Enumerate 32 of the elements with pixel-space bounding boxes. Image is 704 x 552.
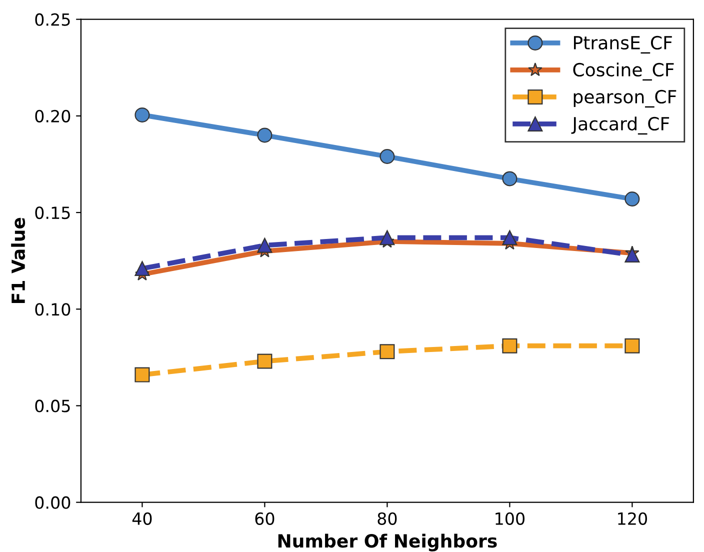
y-tick-label: 0.15: [35, 206, 70, 220]
legend-label: Jaccard_CF: [571, 116, 670, 135]
point: [380, 230, 395, 246]
point: [134, 367, 150, 382]
point: [502, 171, 518, 186]
legend-label: pearson_CF: [574, 90, 676, 108]
point: [380, 344, 395, 360]
y-tick-label: 0.00: [35, 496, 70, 509]
y-tick-label: 0.20: [35, 110, 70, 122]
point: [502, 230, 518, 246]
y-axis-title: F1 Value: [11, 218, 26, 303]
y-tick-label: 0.05: [35, 400, 70, 412]
x-tick-label: 120: [618, 512, 647, 525]
x-tick-label: 80: [378, 512, 397, 525]
point: [257, 354, 272, 369]
point: [257, 128, 272, 143]
x-axis-title: Number Of Neighbors: [278, 534, 497, 552]
y-tick-label: 0.25: [35, 13, 70, 26]
point: [502, 338, 518, 354]
point: [257, 238, 272, 253]
legend-label: PtransE_CF: [574, 36, 672, 54]
point: [134, 261, 150, 276]
legend-label: Coscine_CF: [573, 62, 674, 81]
point: [624, 248, 640, 263]
point: [134, 107, 150, 122]
point: [624, 191, 640, 206]
point: [624, 338, 640, 354]
y-tick-label: 0.10: [35, 303, 70, 316]
x-tick-label: 100: [496, 512, 524, 525]
x-tick-label: 60: [255, 512, 274, 525]
x-tick-label: 40: [132, 512, 152, 525]
point: [380, 148, 395, 164]
